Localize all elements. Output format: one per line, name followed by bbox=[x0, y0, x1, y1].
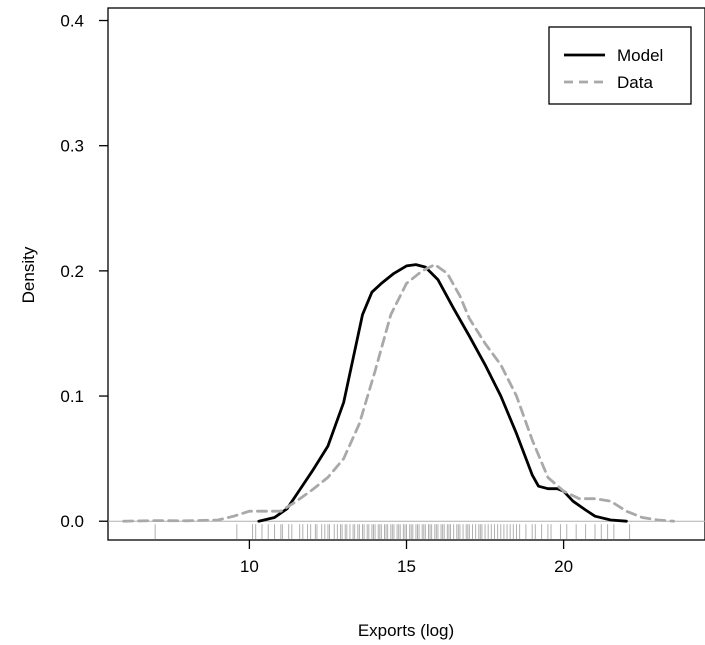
rug-marks bbox=[154, 524, 631, 539]
legend-label-model: Model bbox=[617, 46, 663, 65]
x-tick-label: 15 bbox=[397, 557, 416, 576]
density-series bbox=[122, 263, 675, 523]
legend: Model Data bbox=[548, 26, 692, 105]
y-tick-label: 0.2 bbox=[60, 262, 84, 281]
y-tick-label: 0.1 bbox=[60, 387, 84, 406]
x-tick-label: 20 bbox=[554, 557, 573, 576]
y-tick-label: 0.0 bbox=[60, 512, 84, 531]
series-line-model bbox=[257, 263, 628, 523]
y-axis-label: Density bbox=[19, 246, 38, 303]
x-tick-label: 10 bbox=[240, 557, 259, 576]
legend-label-data: Data bbox=[617, 73, 653, 92]
x-axis-label: Exports (log) bbox=[358, 621, 454, 640]
axes: 0.0 0.1 0.2 0.3 0.4 10 15 20 bbox=[60, 12, 573, 576]
series-line-data bbox=[122, 263, 675, 523]
y-tick-label: 0.3 bbox=[60, 137, 84, 156]
legend-box bbox=[548, 26, 692, 105]
y-tick-label: 0.4 bbox=[60, 12, 84, 31]
